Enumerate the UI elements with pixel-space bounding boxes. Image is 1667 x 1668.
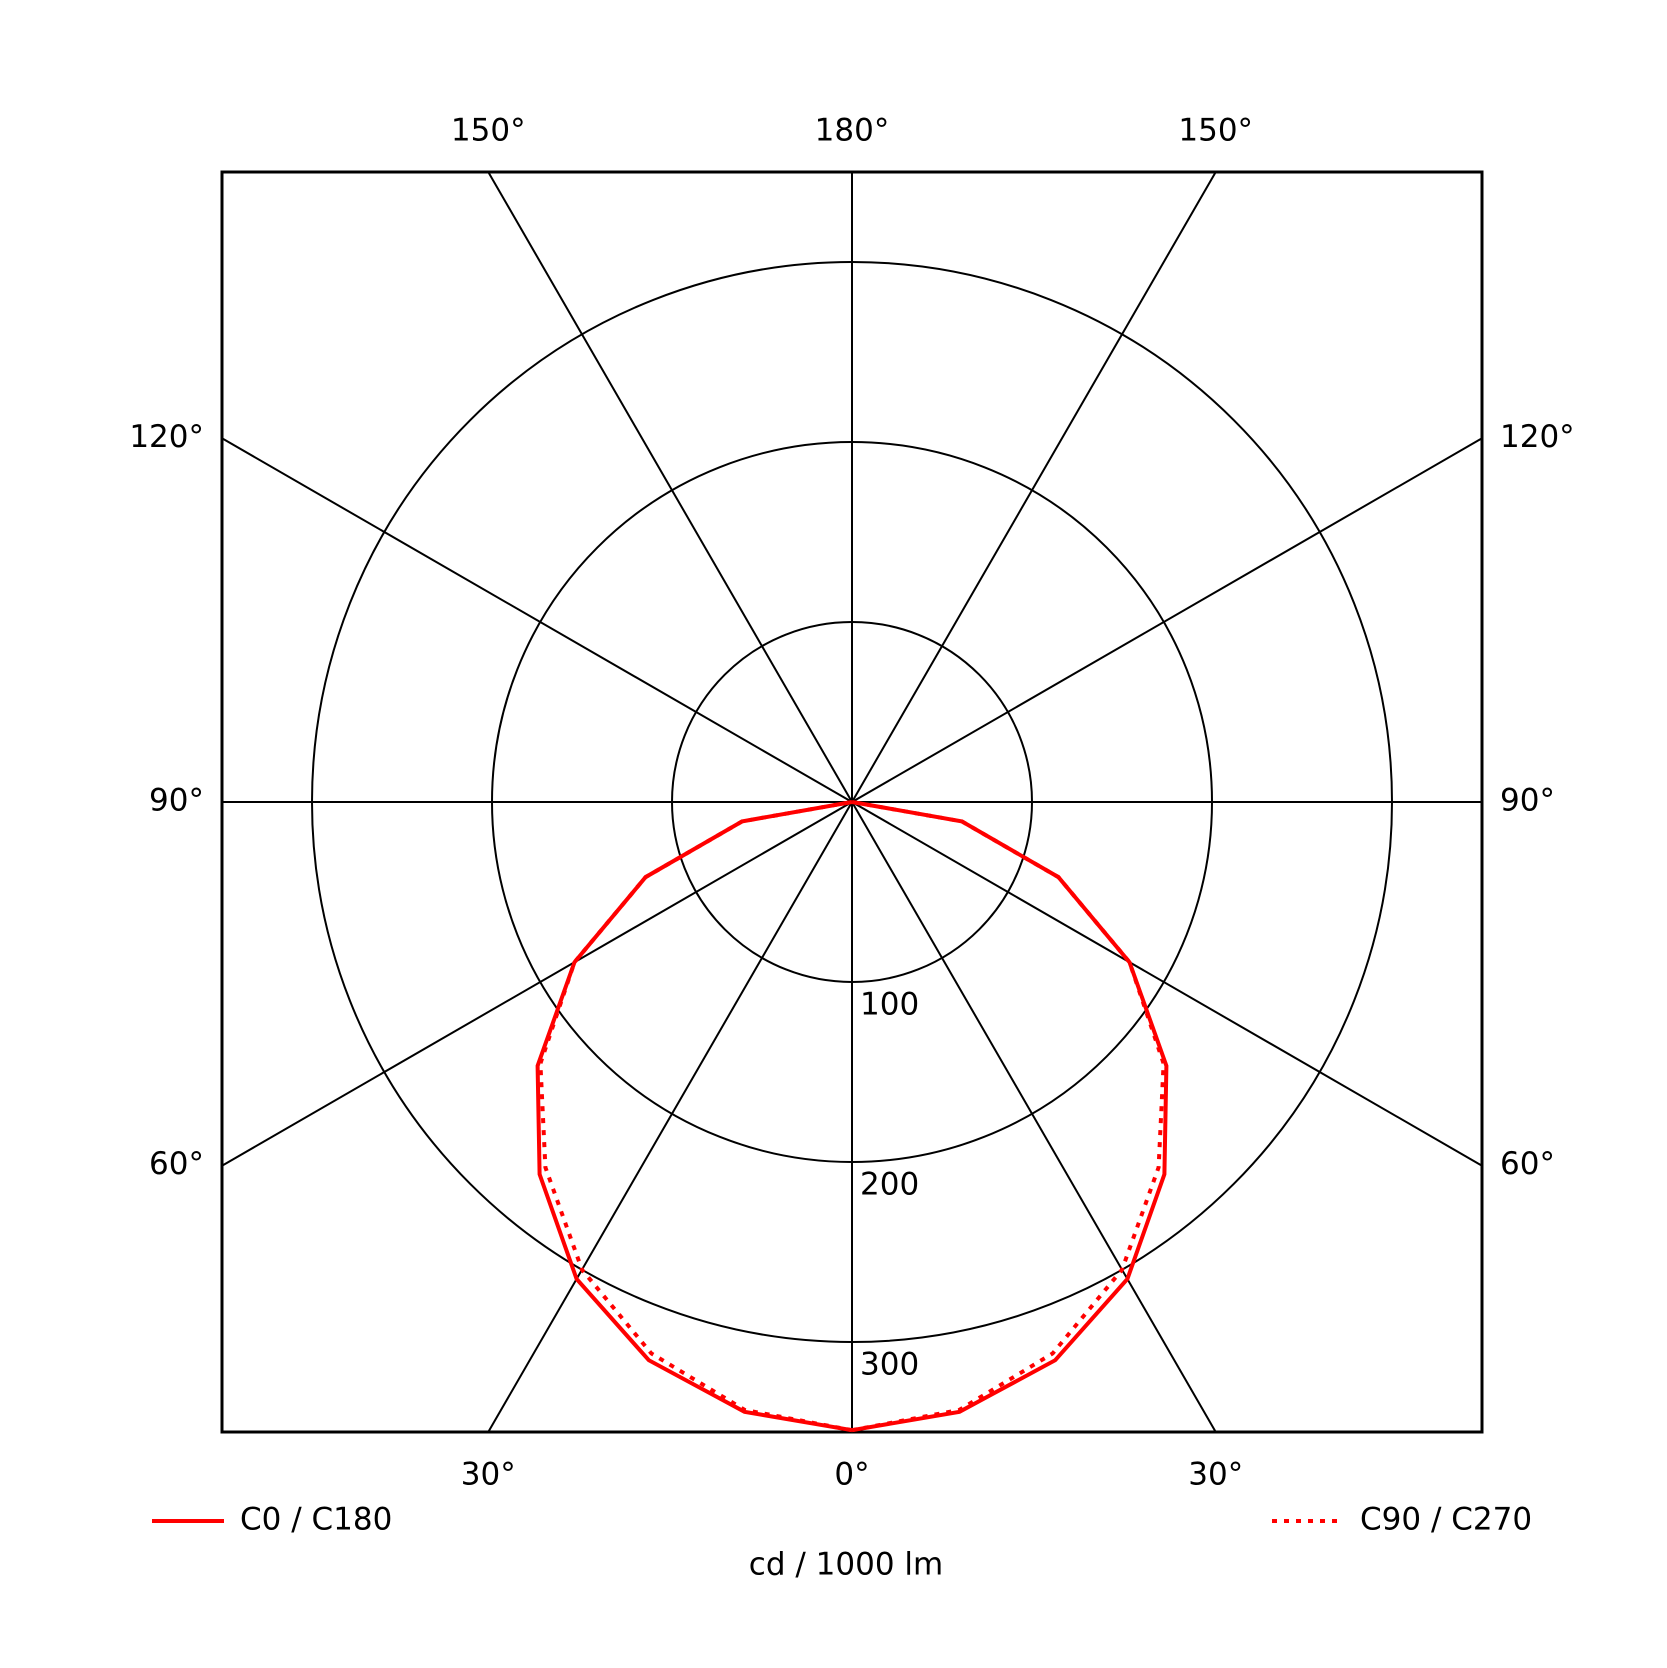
spoke: [221, 801, 853, 1167]
r-tick-label: 300: [860, 1347, 919, 1383]
angle-label: 90°: [1500, 783, 1555, 819]
spoke: [221, 437, 853, 803]
angle-label: 120°: [1500, 419, 1575, 455]
axis-label: cd / 1000 lm: [749, 1547, 943, 1583]
angle-label: 60°: [1500, 1146, 1555, 1182]
spoke: [487, 171, 853, 803]
angle-label: 30°: [461, 1457, 516, 1493]
r-tick-label: 200: [860, 1167, 919, 1203]
angle-label: 180°: [815, 113, 890, 149]
angle-label: 90°: [149, 783, 204, 819]
spoke: [851, 437, 1483, 803]
spoke: [487, 801, 853, 1433]
angle-label: 0°: [834, 1457, 869, 1493]
angle-label: 150°: [451, 113, 526, 149]
intensity-curve: [535, 800, 853, 1433]
angle-label: 150°: [1178, 113, 1253, 149]
legend-label: C90 / C270: [1360, 1502, 1532, 1538]
angle-label: 30°: [1188, 1457, 1243, 1493]
spoke: [851, 801, 1217, 1433]
angle-label: 60°: [149, 1146, 204, 1182]
spoke: [851, 171, 1217, 803]
spoke: [851, 801, 1483, 1167]
r-tick-label: 100: [860, 987, 919, 1023]
legend-label: C0 / C180: [240, 1502, 392, 1538]
intensity-curve: [538, 800, 853, 1433]
angle-label: 120°: [129, 419, 204, 455]
intensity-curve: [851, 800, 1166, 1433]
intensity-curve: [851, 800, 1169, 1433]
